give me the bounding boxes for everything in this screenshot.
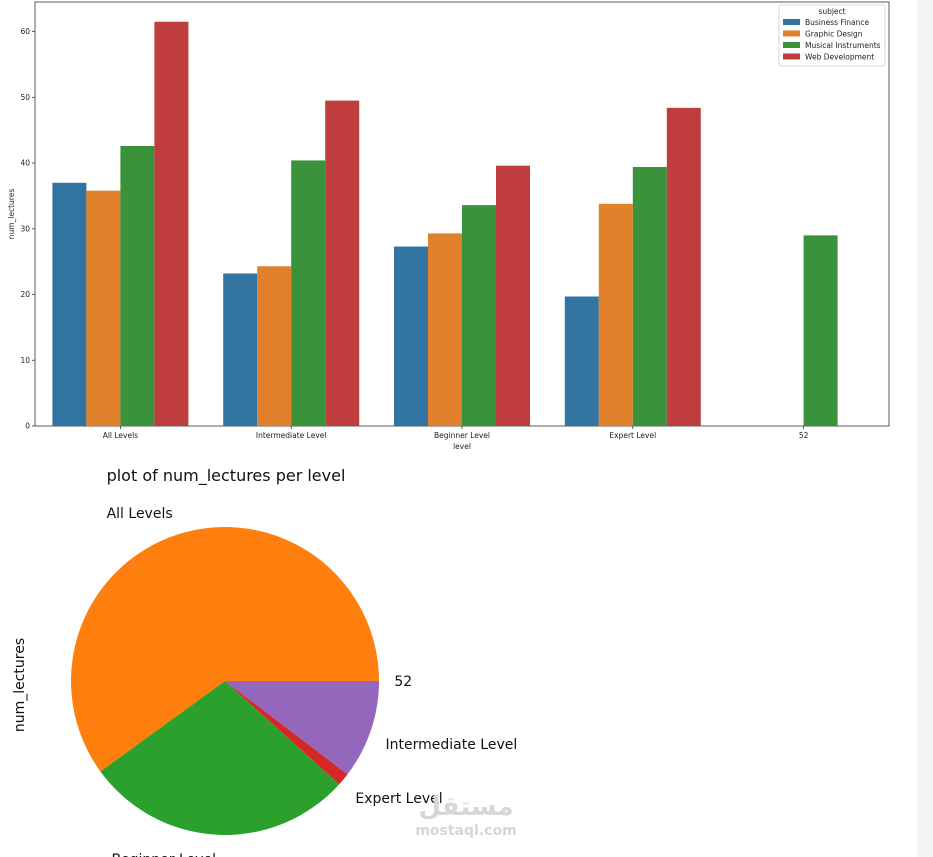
x-tick-label: Expert Level — [609, 431, 656, 440]
bar-graphic-design-1 — [257, 266, 292, 426]
y-tick-label: 50 — [20, 93, 30, 102]
pie-label: Intermediate Level — [386, 737, 518, 753]
pie-label: All Levels — [107, 506, 173, 522]
legend-box — [778, 4, 886, 67]
x-tick-label: Beginner Level — [434, 431, 490, 440]
pie-label: Beginner Level — [111, 852, 216, 857]
bar-web-development-1 — [325, 100, 360, 427]
x-tick-label: Intermediate Level — [256, 431, 327, 440]
bar-web-development-2 — [496, 165, 530, 426]
bar-graphic-design-2 — [428, 233, 462, 426]
mostaql-watermark: مستقل mostaql.com — [415, 792, 516, 839]
pie-label: Expert Level — [355, 791, 442, 807]
bar-y-axis-title: num_lectures — [7, 189, 16, 240]
pie-slice-beginner-level — [100, 681, 340, 836]
pie-title: plot of num_lectures per level — [107, 466, 346, 486]
legend-swatch — [783, 19, 800, 25]
bar-musical-instruments-2 — [462, 205, 496, 426]
bar-graphic-design-3 — [598, 203, 633, 426]
legend-label: Business Finance — [805, 18, 870, 27]
legend-swatch — [783, 30, 800, 37]
watermark-latin: mostaql.com — [415, 823, 516, 839]
legend-title: subject — [818, 7, 845, 16]
x-tick-label: All Levels — [103, 431, 138, 440]
legend-label: Musical Instruments — [805, 41, 881, 50]
bar-x-axis-title: level — [453, 442, 471, 451]
y-tick-label: 20 — [20, 290, 30, 299]
legend-swatch — [783, 53, 800, 60]
y-tick-label: 60 — [20, 27, 30, 36]
pie-slice-intermediate-level — [225, 681, 379, 775]
bar-business-finance-3 — [564, 296, 599, 426]
legend-label: Web Development — [805, 53, 874, 62]
right-scroll-strip — [917, 0, 933, 857]
bar-musical-instruments-4 — [803, 235, 838, 426]
pie-y-axis-title: num_lectures — [12, 638, 28, 732]
bar-legend: subject Business Finance Graphic Design Mu… — [778, 4, 886, 67]
bar-musical-instruments-1 — [291, 160, 326, 426]
legend-label: Graphic Design — [805, 30, 863, 39]
bar-web-development-3 — [666, 107, 701, 426]
bar-web-development-0 — [154, 21, 189, 427]
x-tick-label: 52 — [799, 431, 809, 440]
watermark-arabic: مستقل — [418, 792, 513, 822]
bar-business-finance-1 — [223, 273, 258, 426]
bar-musical-instruments-3 — [632, 166, 667, 426]
bar-musical-instruments-0 — [120, 145, 155, 427]
pie-slice-all-levels — [70, 526, 379, 772]
legend-swatch — [783, 42, 800, 48]
bar-graphic-design-0 — [86, 190, 121, 426]
bar-business-finance-2 — [394, 246, 428, 426]
bar-business-finance-0 — [52, 182, 87, 426]
y-tick-label: 10 — [20, 356, 30, 365]
pie-slice-expert-level — [225, 681, 348, 785]
bar-chart: 0 10 20 30 40 50 60 All Levels Intermediate Lev… — [7, 1, 890, 451]
pie-label: 52 — [394, 674, 412, 690]
y-tick-label: 40 — [20, 159, 30, 168]
pie-chart: plot of num_lectures per level num_lectu… — [12, 466, 517, 857]
y-tick-label: 30 — [20, 224, 30, 233]
y-tick-label: 0 — [25, 422, 30, 431]
